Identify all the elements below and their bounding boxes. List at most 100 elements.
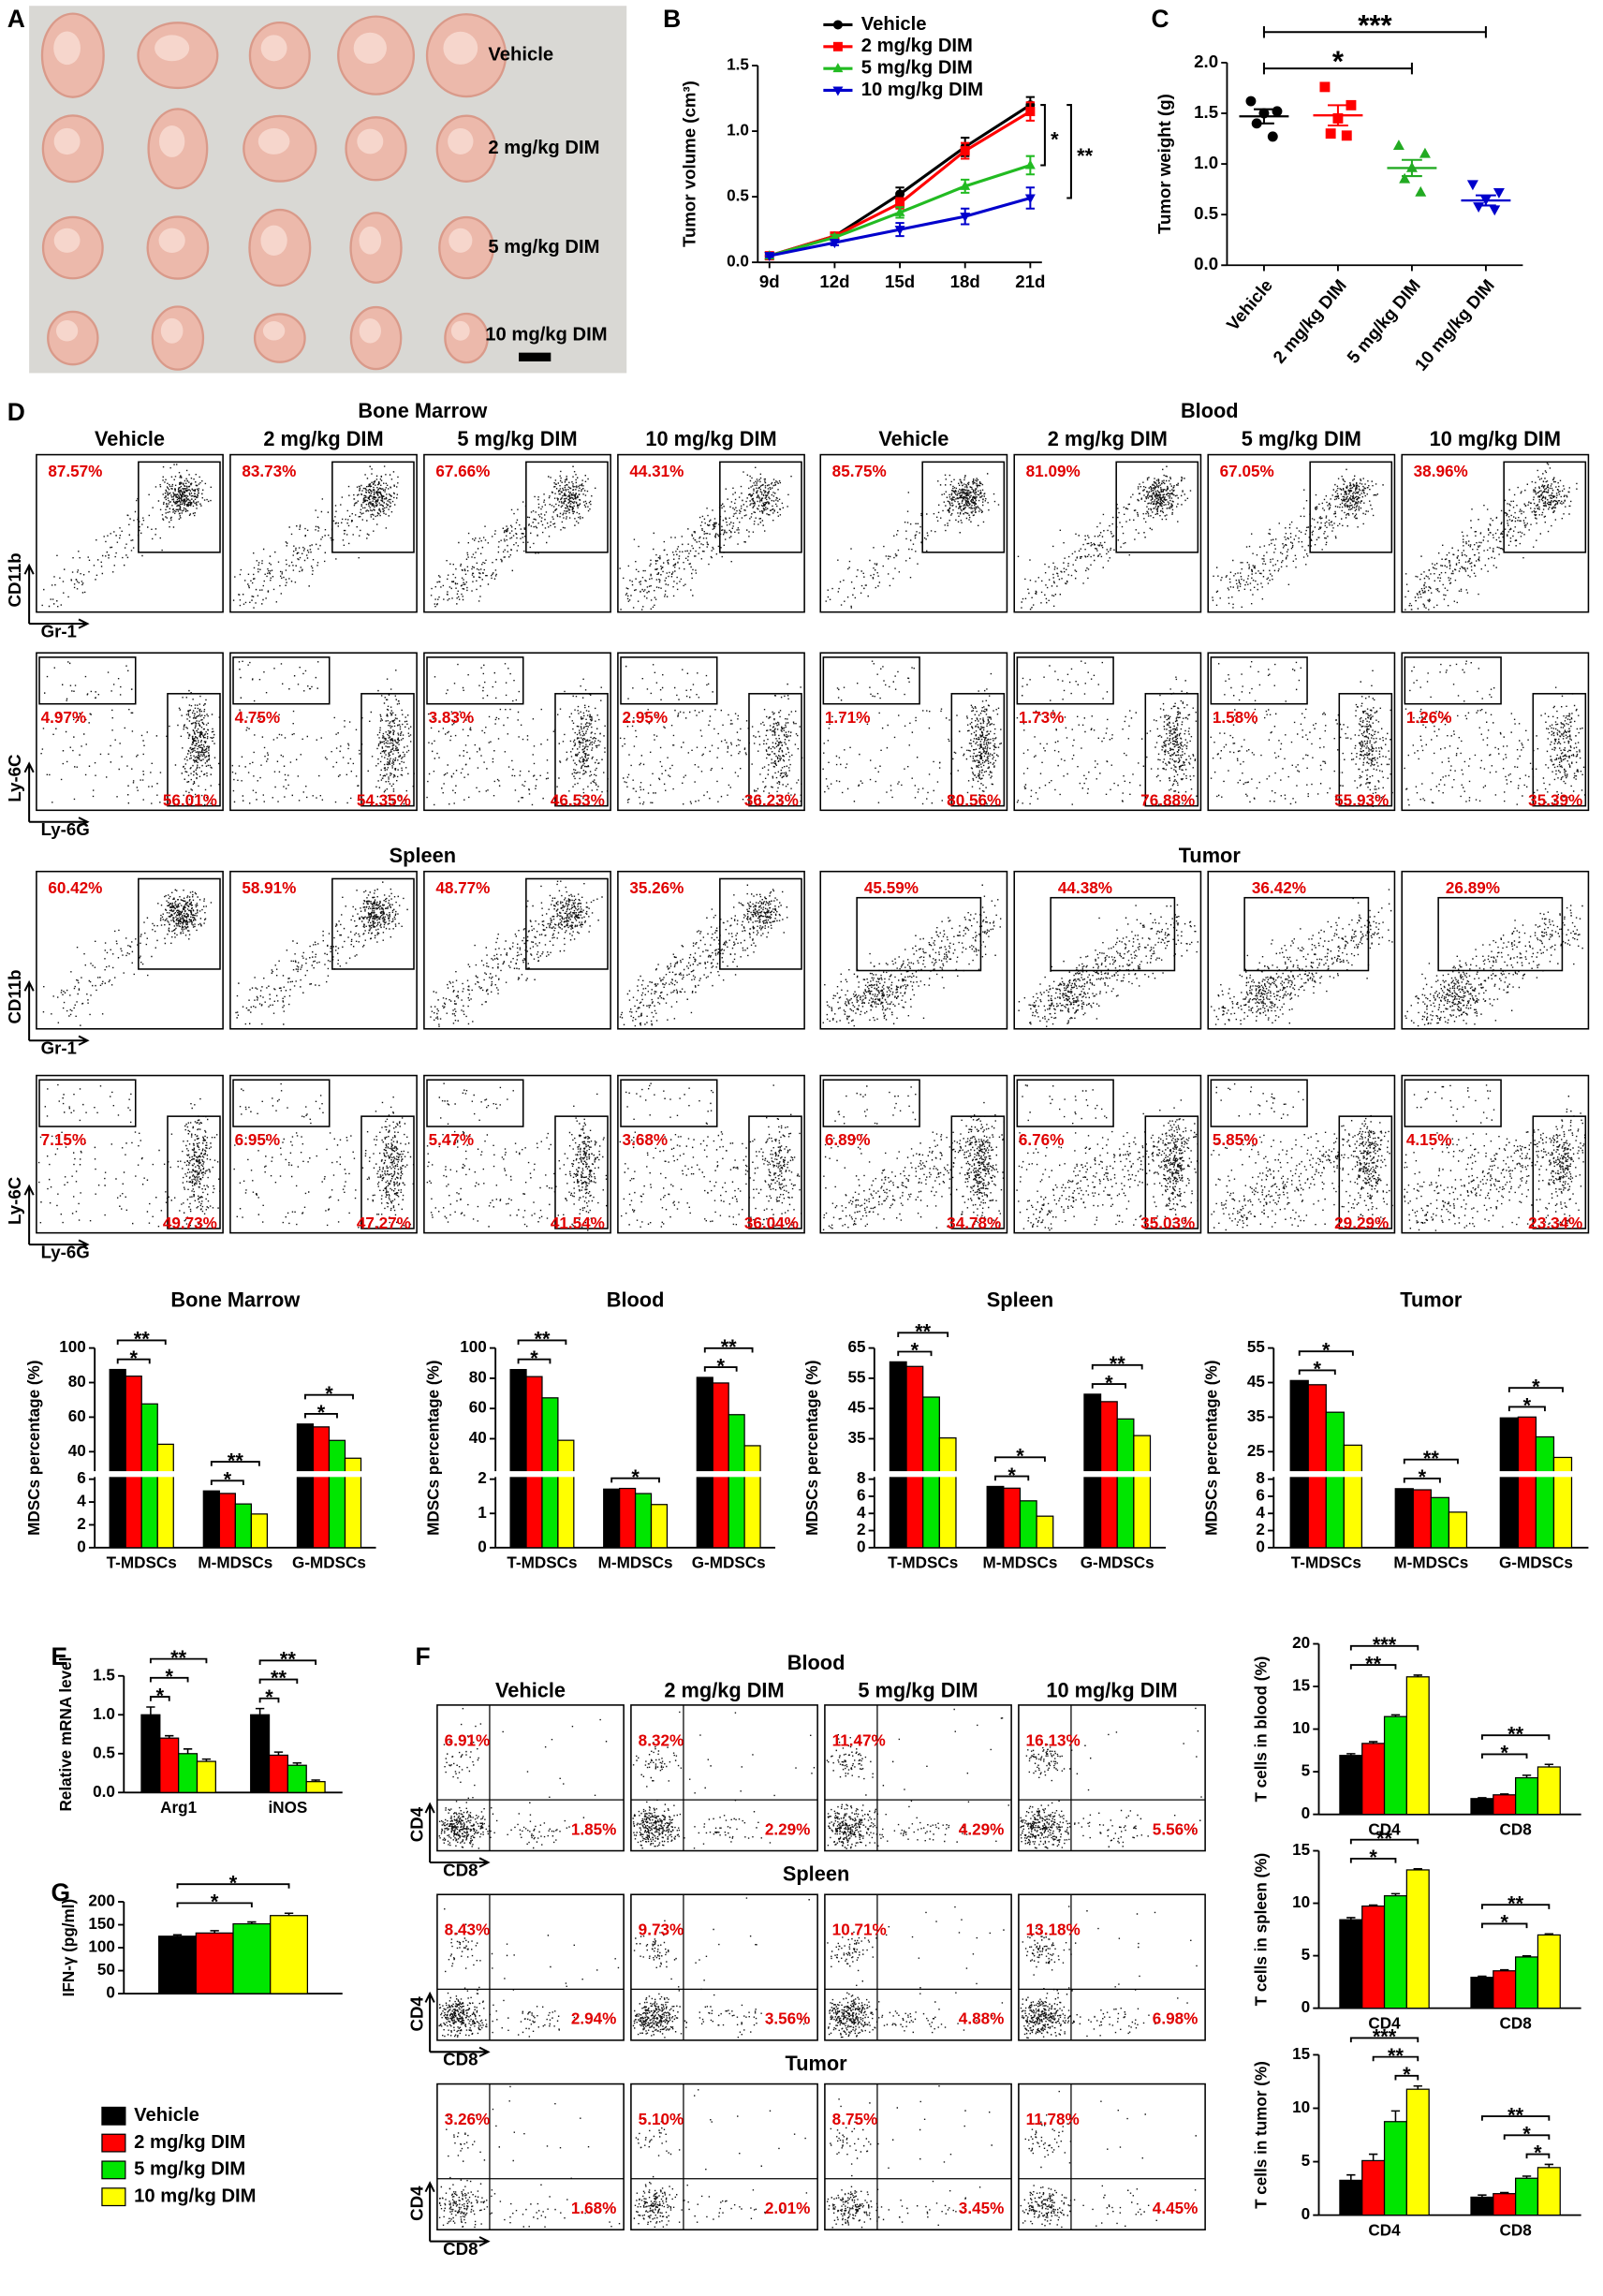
plot-frame: [36, 870, 224, 1030]
significance-bracket: [116, 1339, 167, 1346]
significance-bracket: [1349, 1644, 1419, 1651]
gate-percent: 44.31%: [629, 463, 684, 480]
quadrant-percent: 4.29%: [959, 1820, 1005, 1838]
significance-label: *: [1051, 128, 1059, 152]
chart-title: Bone Marrow: [170, 1288, 300, 1312]
error-bar: [1390, 2110, 1401, 2122]
legend-swatch: [101, 2133, 126, 2153]
cell-events: [235, 881, 408, 1025]
quadrant-percent: 11.78%: [1026, 2111, 1080, 2128]
gate-percent: 76.88%: [1140, 791, 1195, 809]
significance-bracket: [1349, 2037, 1419, 2043]
cell-events: [1404, 905, 1583, 1027]
column-header: 5 mg/kg DIM: [858, 1679, 978, 1702]
x-tick-label: iNOS: [268, 1799, 307, 1817]
error-bar: [1368, 2153, 1378, 2161]
axis-break: [486, 1471, 779, 1478]
significance-bracket: [703, 1347, 754, 1353]
bar: [1383, 1715, 1407, 1816]
plot-frame: [423, 453, 611, 613]
y-tick-label: 10: [1292, 2098, 1310, 2116]
plot-frame: [1013, 1074, 1202, 1234]
gate-percent: 4.97%: [41, 709, 87, 727]
bar: [312, 1426, 331, 1549]
axis-break: [1264, 1471, 1592, 1478]
plot-frame: [36, 652, 224, 812]
axis-break: [865, 1471, 1169, 1478]
y-tick-label: 4: [1256, 1504, 1265, 1522]
significance-bracket: [703, 1366, 738, 1372]
plot-frame: [819, 453, 1008, 613]
significance-label: **: [1507, 2103, 1523, 2127]
y-tick-label: 2: [77, 1515, 86, 1533]
marker: [1415, 185, 1427, 197]
column-header: 2 mg/kg DIM: [263, 427, 383, 450]
marker: [895, 189, 905, 199]
marker: [1419, 147, 1431, 158]
y-tick-label: 0: [1256, 1538, 1265, 1555]
y-tick-label: 0.5: [727, 187, 749, 205]
bar: [603, 1488, 621, 1549]
bar: [234, 1503, 252, 1549]
y-tick-label: 4: [857, 1504, 866, 1522]
tumor-highlight: [449, 228, 473, 253]
y-tick-label: 35: [1247, 1407, 1266, 1425]
axis-arrow: [424, 2181, 491, 2247]
chart-title: Tumor: [1400, 1288, 1463, 1312]
significance-label: **: [1365, 1652, 1381, 1675]
gate-percent: 3.68%: [623, 1131, 669, 1149]
sem-bar: [1254, 108, 1274, 125]
error-bar: [255, 1707, 265, 1715]
y-axis-label: Tumor weight (g): [1154, 94, 1174, 234]
significance-bracket: [258, 1678, 299, 1685]
gate: [1210, 656, 1308, 705]
tumor-highlight: [450, 320, 470, 341]
significance-label: *: [716, 1354, 725, 1377]
chart-title: Spleen: [987, 1288, 1053, 1312]
tumor-highlight: [55, 320, 79, 342]
y-axis-label: T cells in tumor (%): [1252, 2061, 1270, 2209]
y-axis-label: IFN-γ (pg/ml): [60, 1899, 78, 1997]
y-tick-label: 25: [1247, 1442, 1266, 1460]
bar: [1325, 1411, 1345, 1549]
significance-bracket: [1480, 1753, 1528, 1759]
bar: [634, 1493, 653, 1549]
significance-bracket: [176, 1902, 253, 1908]
bar: [1361, 1743, 1386, 1816]
bar: [158, 1935, 197, 1994]
significance-label: *: [1007, 1464, 1016, 1487]
significance-label: *: [911, 1339, 919, 1362]
significance-label: ***: [1373, 1633, 1397, 1656]
significance-label: *: [1522, 2123, 1531, 2146]
significance-label: *: [325, 1382, 333, 1406]
tumor-highlight: [353, 32, 387, 64]
gate: [138, 461, 221, 553]
marker: [1466, 180, 1478, 191]
significance-bracket: [1349, 1664, 1397, 1670]
gate: [620, 656, 718, 705]
significance-label: **: [271, 1667, 287, 1690]
axis-label: CD11b: [5, 552, 24, 607]
gate: [822, 656, 920, 705]
bar: [1383, 2121, 1407, 2216]
y-tick-label: 100: [88, 1938, 115, 1956]
significance-label: *: [224, 1468, 232, 1492]
legend-label: 2 mg/kg DIM: [861, 36, 973, 56]
plot-frame: [1401, 453, 1590, 613]
error-bar: [292, 1761, 301, 1766]
plot-frame: [1013, 453, 1202, 613]
gate: [1144, 1115, 1199, 1229]
bar: [1394, 1488, 1414, 1549]
gate-percent: 87.57%: [48, 463, 102, 480]
y-tick-label: 8: [1256, 1469, 1265, 1487]
column-header: Vehicle: [878, 427, 949, 450]
axis-arrow: [424, 1802, 491, 1868]
y-tick-label: 80: [469, 1368, 487, 1386]
y-tick-label: 0: [77, 1538, 86, 1555]
column-header: 5 mg/kg DIM: [1242, 427, 1361, 450]
y-axis-label: MDSCs percentage (%): [803, 1361, 821, 1536]
marker: [1024, 194, 1036, 204]
gate-percent: 41.54%: [551, 1214, 605, 1232]
y-tick-label: 150: [88, 1915, 115, 1933]
cell-events: [1404, 660, 1586, 806]
